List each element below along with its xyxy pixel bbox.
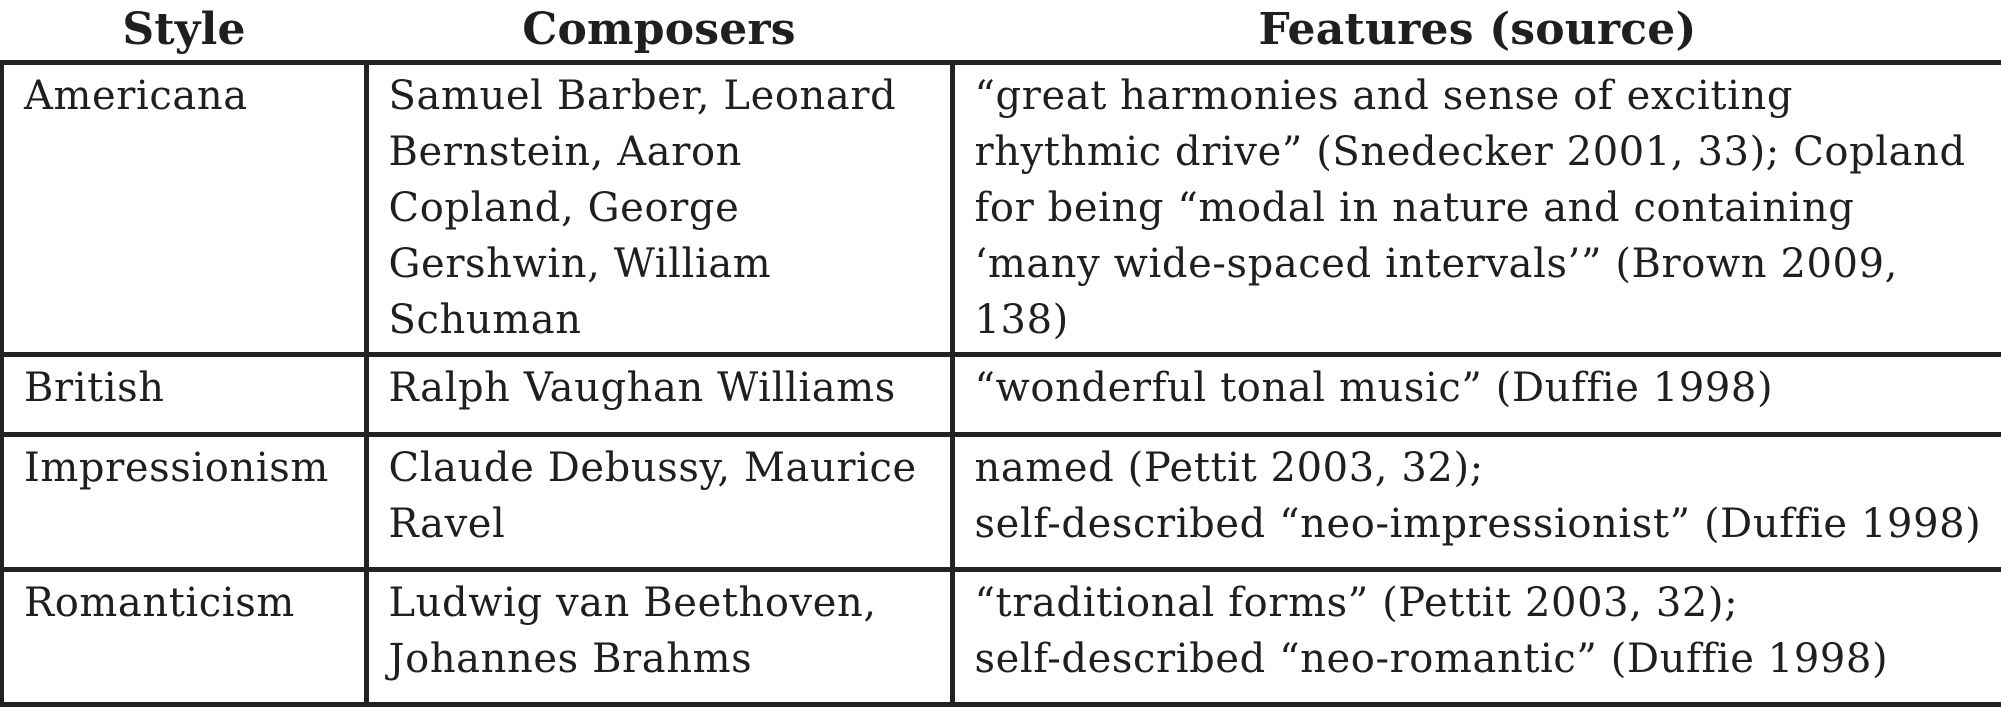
cell-composers: Ludwig van Beethoven, Johannes Brahms — [363, 567, 955, 707]
cell-composers: Samuel Barber, Leonard Bernstein, Aaron … — [363, 60, 955, 357]
cell-style: Romanticism — [0, 567, 369, 707]
header-composers: Composers — [366, 0, 952, 65]
features-line: “traditional forms” (Pettit 2003, 32); — [974, 580, 1739, 626]
table-row-impressionism: Impressionism Claude Debussy, Maurice Ra… — [0, 432, 2001, 572]
cell-features: “traditional forms” (Pettit 2003, 32); s… — [949, 567, 2001, 707]
table-body: Americana Samuel Barber, Leonard Bernste… — [0, 60, 2001, 707]
table-header: Style Composers Features (source) — [2, 0, 2001, 65]
features-line: self-described “neo-impressionist” (Duff… — [974, 501, 1982, 547]
cell-composers: Ralph Vaughan Williams — [363, 352, 955, 437]
header-row: Style Composers Features (source) — [2, 0, 2001, 65]
cell-style: British — [0, 352, 369, 437]
cell-features: “wonderful tonal music” (Duffie 1998) — [949, 352, 2001, 437]
features-line: named (Pettit 2003, 32); — [974, 445, 1484, 491]
header-style: Style — [2, 0, 366, 65]
table-row-british: British Ralph Vaughan Williams “wonderfu… — [0, 352, 2001, 437]
header-features: Features (source) — [952, 0, 2001, 65]
cell-style: Impressionism — [0, 432, 369, 572]
cell-composers: Claude Debussy, Maurice Ravel — [363, 432, 955, 572]
table-row-romanticism: Romanticism Ludwig van Beethoven, Johann… — [0, 567, 2001, 707]
table-row-americana: Americana Samuel Barber, Leonard Bernste… — [0, 60, 2001, 357]
cell-style: Americana — [0, 60, 369, 357]
features-line: self-described “neo-romantic” (Duffie 19… — [974, 636, 1889, 682]
cell-features: “great harmonies and sense of exciting r… — [949, 60, 2001, 357]
cell-features: named (Pettit 2003, 32); self-described … — [949, 432, 2001, 572]
